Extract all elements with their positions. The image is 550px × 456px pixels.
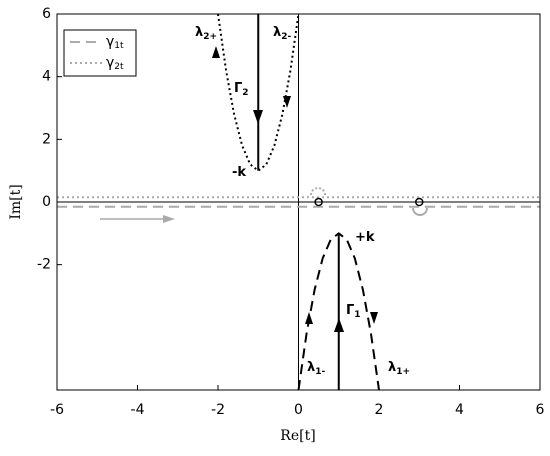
y-axis-label: Im[t] bbox=[8, 184, 24, 219]
y-tick-label: -2 bbox=[37, 257, 51, 273]
annotation-sub: 1+ bbox=[396, 367, 410, 377]
arrow-head bbox=[212, 46, 220, 58]
legend-sub: 2t bbox=[114, 62, 124, 72]
annotation-text: λ bbox=[273, 25, 281, 40]
annotation-text: +k bbox=[355, 230, 375, 245]
legend-symbol: γ bbox=[106, 34, 114, 50]
y-tick-label: 4 bbox=[42, 69, 51, 85]
indent-arc bbox=[412, 207, 428, 216]
annotation: λ2- bbox=[273, 25, 291, 42]
annotation: λ1+ bbox=[388, 360, 410, 377]
annotation-text: λ bbox=[307, 360, 315, 375]
annotation: +k bbox=[355, 230, 375, 245]
point bbox=[314, 197, 323, 207]
series-line bbox=[297, 232, 380, 391]
x-tick-label: -2 bbox=[211, 402, 225, 418]
annotation: Γ2 bbox=[234, 81, 249, 98]
x-tick-label: 0 bbox=[294, 402, 303, 418]
arrow-head bbox=[163, 215, 175, 223]
x-tick-label: -4 bbox=[131, 402, 145, 418]
annotation-text: λ bbox=[195, 25, 203, 40]
legend-sub: 1t bbox=[114, 41, 124, 51]
annotation-text: Γ bbox=[346, 303, 354, 318]
x-tick-label: 2 bbox=[375, 402, 384, 418]
x-tick-label: -6 bbox=[50, 402, 64, 418]
arrow-head bbox=[370, 312, 378, 324]
legend-symbol: γ bbox=[106, 55, 114, 71]
annotation-sub: 2- bbox=[281, 32, 291, 42]
point bbox=[415, 197, 424, 207]
series-line bbox=[217, 13, 300, 172]
arrow-head bbox=[283, 96, 291, 108]
annotation-text: λ bbox=[388, 360, 396, 375]
plot-area bbox=[57, 13, 540, 391]
annotation-sub: 1- bbox=[315, 367, 325, 377]
y-tick-label: 6 bbox=[42, 6, 51, 22]
annotation: λ1- bbox=[307, 360, 325, 377]
arrow-head bbox=[305, 312, 313, 324]
legend-box bbox=[63, 29, 137, 77]
y-tick-label: 0 bbox=[42, 194, 51, 210]
annotation-sub: 2 bbox=[242, 88, 248, 98]
legend-label: γ1t bbox=[106, 34, 124, 51]
annotation: λ2+ bbox=[195, 25, 217, 42]
annotation-sub: 1 bbox=[354, 310, 360, 320]
annotation: -k bbox=[232, 165, 246, 180]
legend-label: γ2t bbox=[106, 55, 124, 72]
annotation-text: -k bbox=[232, 165, 246, 180]
annotation-sub: 2+ bbox=[203, 32, 217, 42]
x-tick-label: 6 bbox=[536, 402, 545, 418]
x-axis-label: Re[t] bbox=[280, 428, 315, 444]
arrow-head bbox=[334, 318, 344, 332]
x-tick-label: 4 bbox=[455, 402, 464, 418]
annotation-text: Γ bbox=[234, 81, 242, 96]
y-tick-label: 2 bbox=[42, 131, 51, 147]
annotation: Γ1 bbox=[346, 303, 361, 320]
arrow-head bbox=[253, 110, 263, 124]
